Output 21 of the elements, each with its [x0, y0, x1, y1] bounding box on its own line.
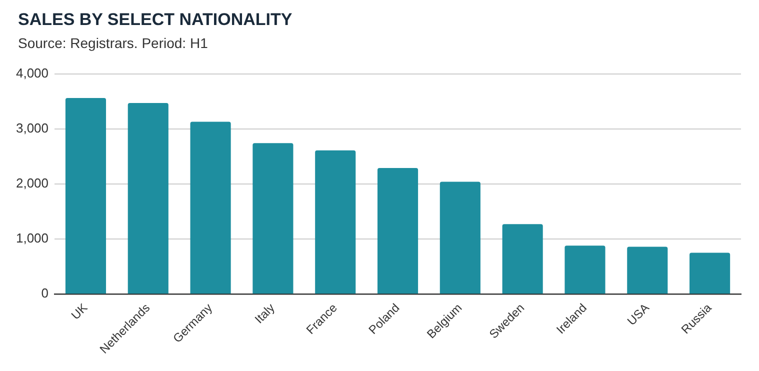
bar	[502, 224, 543, 294]
y-tick-label: 2,000	[16, 176, 49, 191]
bar	[377, 168, 418, 294]
chart-title: SALES BY SELECT NATIONALITY	[18, 10, 292, 30]
y-tick-label: 1,000	[16, 230, 49, 246]
y-tick-label: 0	[41, 286, 49, 301]
x-tick-label: USA	[624, 300, 652, 328]
x-tick-label: UK	[68, 300, 90, 322]
bar	[252, 143, 294, 294]
chart-subtitle: Source: Registrars. Period: H1	[18, 35, 208, 51]
bar	[627, 246, 668, 294]
bar	[440, 182, 480, 294]
bar	[128, 102, 168, 294]
bar	[690, 252, 730, 294]
bar	[564, 246, 606, 294]
y-tick-label: 4,000	[16, 65, 49, 80]
bar	[190, 122, 231, 294]
bar	[65, 98, 106, 294]
y-tick-label: 3,000	[16, 120, 49, 136]
x-tick-label: Italy	[252, 300, 278, 326]
bar	[315, 150, 356, 294]
